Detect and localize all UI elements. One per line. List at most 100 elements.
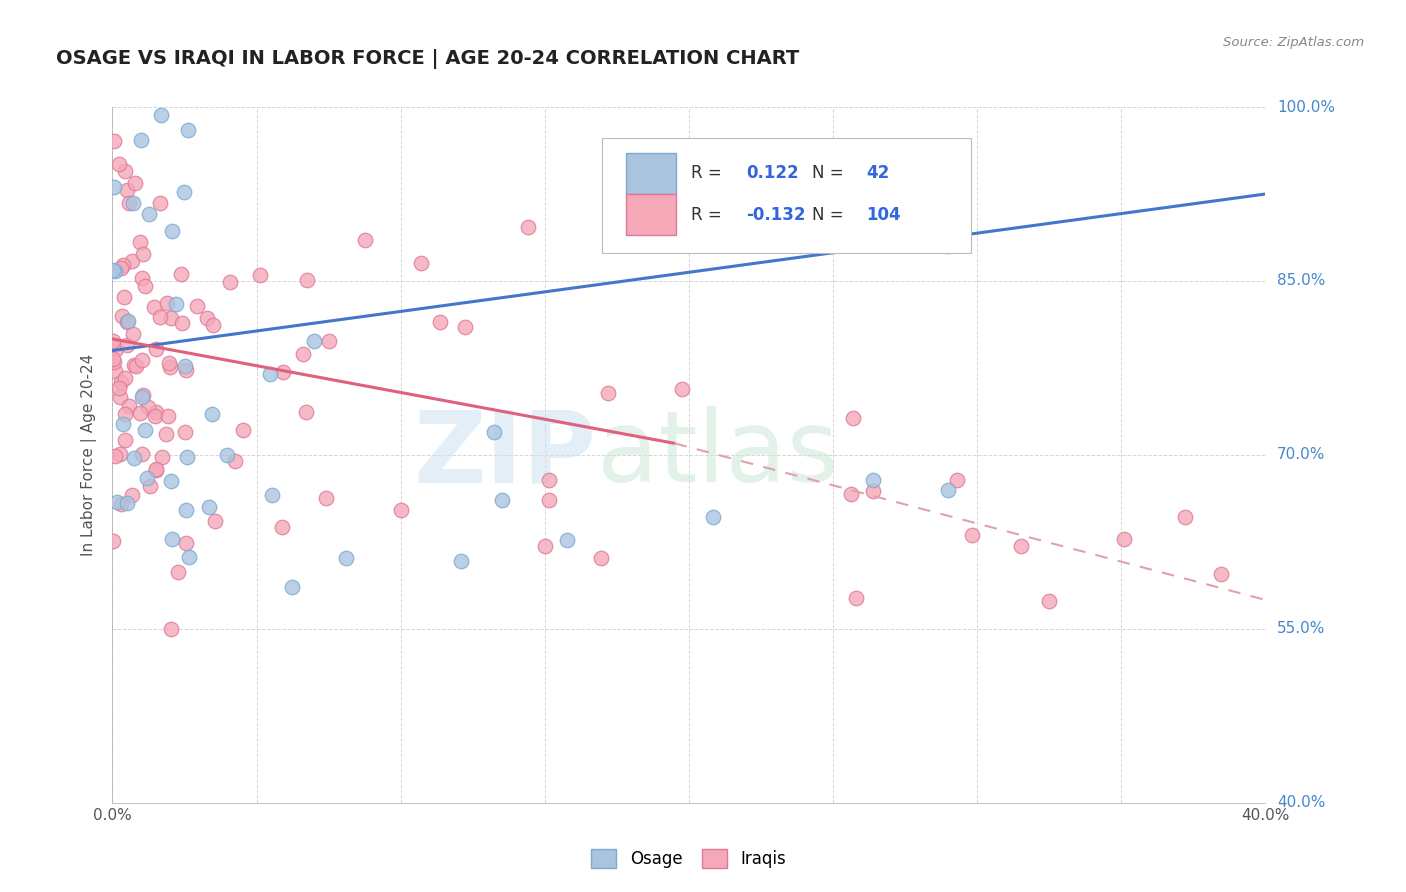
Point [537, 493, 560, 508]
Point [304, 334, 326, 349]
Point [936, 239, 959, 253]
Point [157, 356, 180, 370]
Point [294, 405, 316, 419]
Point [103, 180, 125, 194]
Point [841, 411, 863, 425]
Point [173, 185, 195, 199]
Point [114, 407, 136, 421]
Text: 85.0%: 85.0% [1277, 274, 1326, 288]
Point [108, 157, 131, 171]
Point [143, 409, 166, 423]
Point [354, 233, 377, 247]
Text: atlas: atlas [596, 407, 838, 503]
Point [315, 491, 337, 506]
Point [129, 235, 152, 250]
Point [118, 399, 141, 413]
Point [110, 447, 132, 461]
Point [201, 318, 224, 332]
Point [174, 363, 197, 377]
Point [110, 390, 132, 404]
Point [129, 405, 152, 419]
Point [101, 352, 124, 367]
Point [596, 386, 619, 401]
Point [533, 539, 555, 553]
Text: 42: 42 [866, 164, 890, 182]
Point [131, 270, 153, 285]
Point [946, 473, 969, 487]
Legend: Osage, Iraqis: Osage, Iraqis [585, 842, 793, 874]
Point [204, 514, 226, 528]
Point [862, 483, 884, 498]
Point [104, 364, 127, 378]
Point [176, 450, 198, 464]
Point [132, 387, 155, 401]
Point [219, 275, 242, 289]
Point [150, 450, 173, 465]
Text: Source: ZipAtlas.com: Source: ZipAtlas.com [1223, 36, 1364, 49]
Point [105, 494, 128, 508]
Point [145, 463, 167, 477]
Text: N =: N = [813, 164, 849, 182]
Point [131, 353, 153, 368]
Point [134, 279, 156, 293]
Point [149, 107, 172, 121]
Point [281, 580, 304, 594]
Point [122, 195, 145, 210]
FancyBboxPatch shape [602, 138, 972, 253]
Text: R =: R = [692, 206, 727, 224]
Point [224, 454, 246, 468]
Point [450, 554, 472, 568]
Point [936, 483, 959, 497]
Point [1174, 510, 1197, 524]
Point [115, 337, 138, 351]
Point [159, 359, 181, 374]
Point [117, 496, 139, 510]
Point [1114, 532, 1136, 546]
Point [862, 473, 884, 487]
Point [170, 267, 193, 281]
Point [270, 520, 292, 534]
Text: 55.0%: 55.0% [1277, 622, 1326, 636]
Point [159, 622, 181, 636]
Point [537, 474, 560, 488]
Point [200, 407, 222, 421]
Point [156, 296, 179, 310]
Point [112, 290, 135, 304]
Text: 100.0%: 100.0% [1277, 100, 1334, 114]
Point [335, 550, 357, 565]
Point [145, 405, 167, 419]
Point [122, 327, 145, 342]
Point [177, 123, 200, 137]
Point [156, 409, 179, 423]
Point [149, 310, 172, 324]
Point [249, 268, 271, 282]
Text: N =: N = [813, 206, 849, 224]
Text: R =: R = [692, 164, 727, 182]
Point [118, 195, 141, 210]
Point [555, 533, 578, 548]
Point [110, 261, 132, 276]
Point [482, 425, 505, 439]
Point [121, 488, 143, 502]
Point [139, 479, 162, 493]
Point [174, 503, 197, 517]
Point [260, 488, 283, 502]
Point [110, 497, 132, 511]
Point [160, 532, 183, 546]
Point [124, 359, 146, 373]
Point [159, 311, 181, 326]
Point [117, 315, 139, 329]
Point [114, 164, 136, 178]
Point [491, 492, 513, 507]
Point [259, 367, 281, 381]
Text: -0.132: -0.132 [747, 206, 806, 224]
Point [131, 247, 153, 261]
Text: OSAGE VS IRAQI IN LABOR FORCE | AGE 20-24 CORRELATION CHART: OSAGE VS IRAQI IN LABOR FORCE | AGE 20-2… [56, 49, 800, 69]
Point [318, 334, 340, 349]
Point [454, 320, 477, 334]
Point [671, 382, 693, 396]
Point [136, 471, 159, 485]
Point [170, 316, 193, 330]
Point [143, 300, 166, 314]
Point [103, 264, 125, 278]
